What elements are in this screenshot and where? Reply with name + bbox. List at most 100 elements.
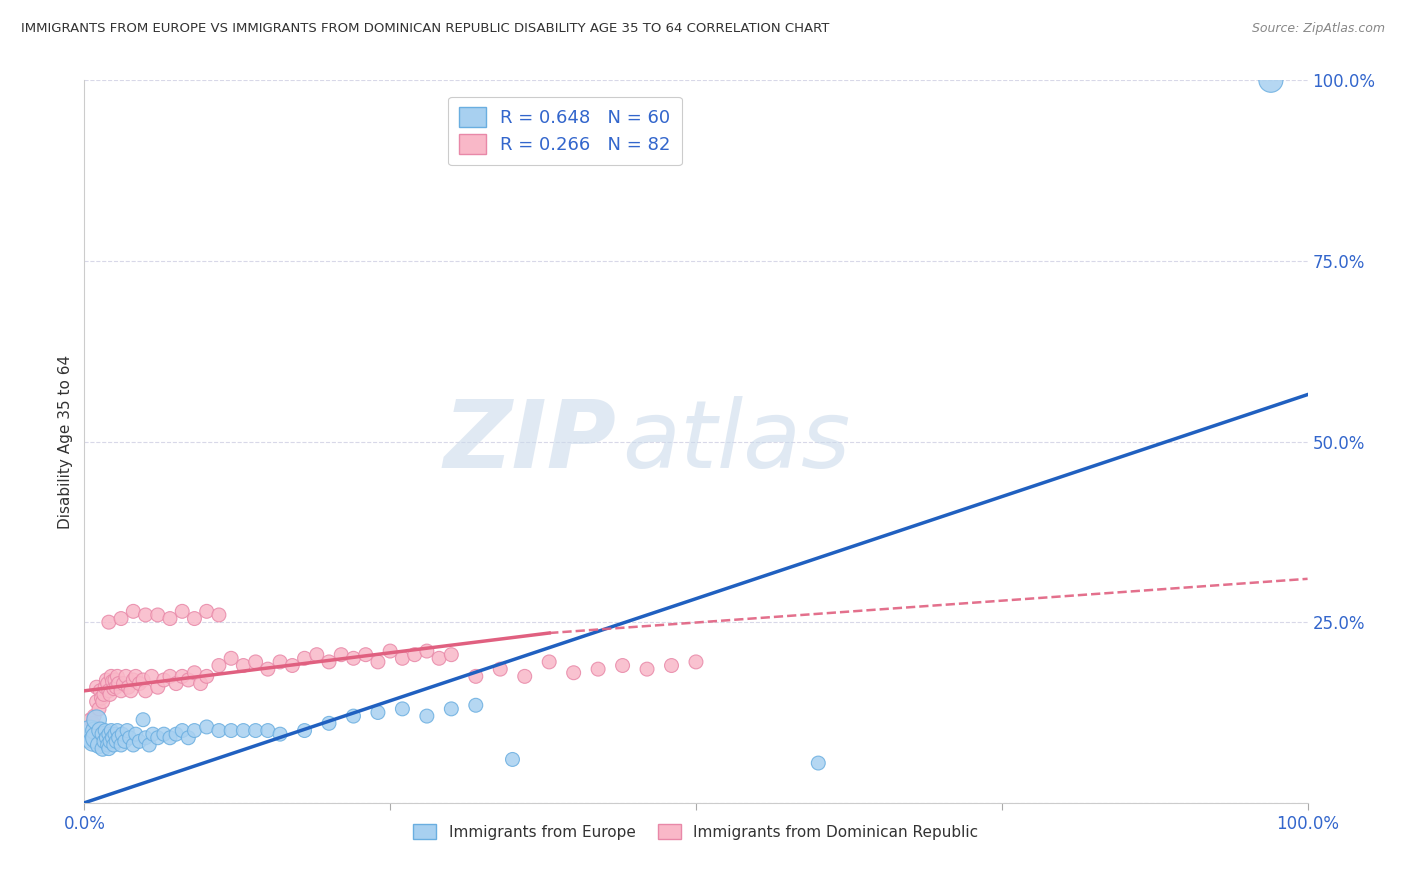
Point xyxy=(141,669,163,683)
Point xyxy=(89,723,111,738)
Point xyxy=(100,669,122,683)
Text: Source: ZipAtlas.com: Source: ZipAtlas.com xyxy=(1251,22,1385,36)
Point xyxy=(135,731,157,745)
Point xyxy=(159,611,181,625)
Point xyxy=(159,731,181,745)
Point xyxy=(257,662,280,676)
Point xyxy=(195,669,218,683)
Point xyxy=(391,702,413,716)
Point xyxy=(416,709,439,723)
Point xyxy=(636,662,658,676)
Point xyxy=(219,723,242,738)
Point xyxy=(101,731,124,745)
Point xyxy=(183,723,205,738)
Point xyxy=(281,658,304,673)
Point xyxy=(416,644,439,658)
Point xyxy=(112,676,135,690)
Point xyxy=(111,727,134,741)
Point xyxy=(172,723,194,738)
Point xyxy=(125,669,148,683)
Point xyxy=(122,604,145,618)
Point xyxy=(354,648,377,662)
Point xyxy=(132,673,155,687)
Point xyxy=(110,611,132,625)
Point xyxy=(562,665,585,680)
Point xyxy=(86,695,108,709)
Point xyxy=(138,738,160,752)
Point xyxy=(208,607,231,622)
Point xyxy=(100,723,122,738)
Point xyxy=(118,731,141,745)
Point xyxy=(172,669,194,683)
Point xyxy=(122,738,145,752)
Point xyxy=(98,734,121,748)
Point xyxy=(318,655,340,669)
Point xyxy=(685,655,707,669)
Point xyxy=(96,731,118,745)
Point xyxy=(342,709,364,723)
Point xyxy=(105,734,128,748)
Point xyxy=(105,680,128,694)
Point xyxy=(232,723,254,738)
Y-axis label: Disability Age 35 to 64: Disability Age 35 to 64 xyxy=(58,354,73,529)
Point xyxy=(464,669,486,683)
Point xyxy=(115,669,138,683)
Point xyxy=(79,713,101,727)
Point xyxy=(82,734,104,748)
Point xyxy=(87,738,110,752)
Point xyxy=(128,734,150,748)
Point xyxy=(367,706,389,720)
Point xyxy=(612,658,634,673)
Point xyxy=(245,723,267,738)
Point xyxy=(146,731,169,745)
Point xyxy=(104,673,127,687)
Point xyxy=(502,752,524,766)
Point xyxy=(586,662,609,676)
Point xyxy=(489,662,512,676)
Point xyxy=(142,727,165,741)
Point xyxy=(172,604,194,618)
Point xyxy=(96,673,118,687)
Point xyxy=(93,734,115,748)
Point xyxy=(132,713,155,727)
Legend: Immigrants from Europe, Immigrants from Dominican Republic: Immigrants from Europe, Immigrants from … xyxy=(408,818,984,846)
Point xyxy=(159,669,181,683)
Point xyxy=(391,651,413,665)
Point xyxy=(380,644,402,658)
Point xyxy=(94,680,117,694)
Point xyxy=(83,709,105,723)
Point xyxy=(165,727,187,741)
Point xyxy=(146,680,169,694)
Point xyxy=(269,655,291,669)
Point xyxy=(103,681,125,696)
Point xyxy=(87,702,110,716)
Point xyxy=(177,731,200,745)
Point xyxy=(195,604,218,618)
Point xyxy=(97,615,120,630)
Point xyxy=(94,723,117,738)
Point xyxy=(135,683,157,698)
Point xyxy=(107,676,129,690)
Point xyxy=(101,674,124,689)
Point xyxy=(103,738,125,752)
Point xyxy=(177,673,200,687)
Point xyxy=(153,727,176,741)
Point xyxy=(91,695,114,709)
Point xyxy=(464,698,486,713)
Point xyxy=(165,676,187,690)
Point xyxy=(318,716,340,731)
Point xyxy=(294,651,316,665)
Point xyxy=(330,648,353,662)
Point xyxy=(538,655,561,669)
Point xyxy=(86,713,108,727)
Point xyxy=(83,723,105,738)
Point xyxy=(90,691,112,706)
Point xyxy=(294,723,316,738)
Point xyxy=(245,655,267,669)
Point xyxy=(135,607,157,622)
Point xyxy=(82,716,104,731)
Point xyxy=(440,702,463,716)
Point xyxy=(232,658,254,673)
Point xyxy=(79,727,101,741)
Point xyxy=(190,676,212,690)
